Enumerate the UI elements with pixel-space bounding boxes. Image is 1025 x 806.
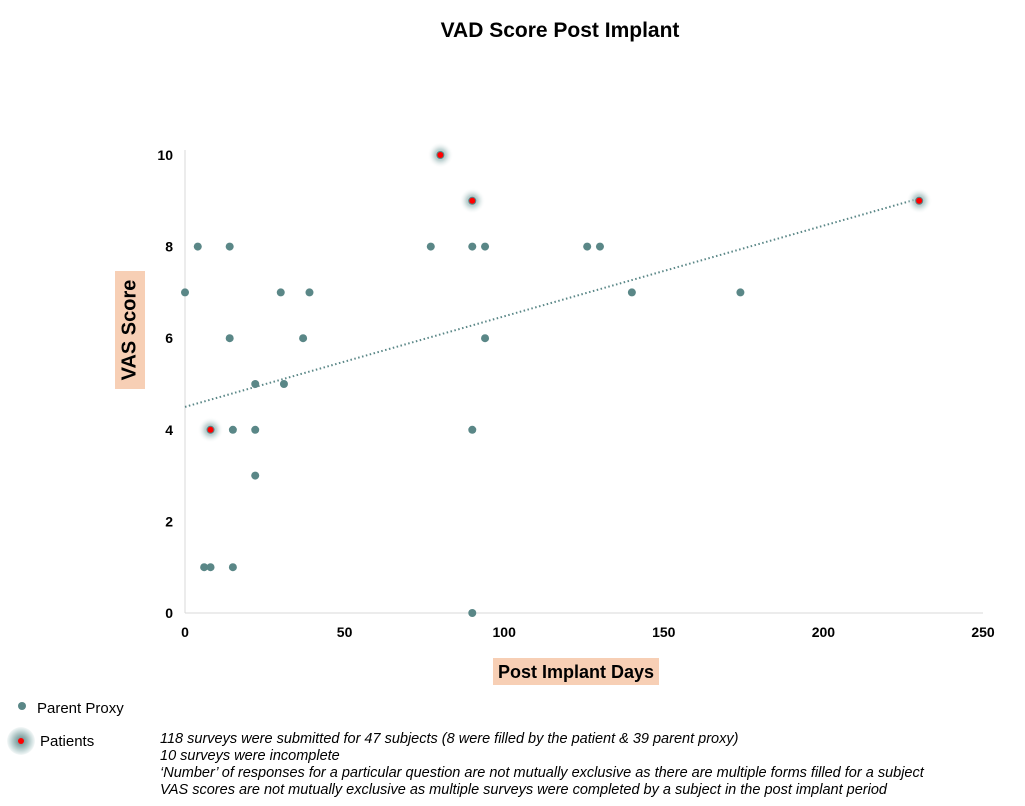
x-tick-label: 50 bbox=[337, 624, 353, 640]
data-point-parent-proxy bbox=[279, 380, 288, 388]
footnote: 118 surveys were submitted for 47 subjec… bbox=[160, 731, 739, 747]
data-point-parent-proxy bbox=[225, 334, 234, 343]
x-tick-label: 250 bbox=[971, 624, 995, 640]
footnotes: 118 surveys were submitted for 47 subjec… bbox=[160, 731, 924, 799]
data-point-parent-proxy bbox=[468, 609, 477, 617]
series-patients bbox=[197, 142, 933, 443]
data-point-patient bbox=[906, 187, 933, 214]
footnote: VAS scores are not mutually exclusive as… bbox=[160, 782, 887, 798]
y-tick-label: 8 bbox=[165, 239, 173, 255]
data-point-parent-proxy bbox=[426, 242, 435, 251]
data-point-parent-proxy bbox=[481, 334, 490, 343]
y-tick-label: 2 bbox=[165, 513, 173, 529]
data-point-parent-proxy bbox=[251, 471, 260, 480]
footnote: 10 surveys were incomplete bbox=[160, 748, 340, 764]
patient-marker-icon bbox=[18, 738, 24, 744]
x-tick-label: 200 bbox=[812, 624, 836, 640]
y-tick-label: 6 bbox=[165, 330, 173, 346]
y-tick-label: 4 bbox=[165, 422, 173, 438]
x-tick-label: 100 bbox=[493, 624, 517, 640]
y-axis-label: VAS Score bbox=[118, 279, 141, 381]
data-point-parent-proxy bbox=[181, 288, 189, 297]
data-point-parent-proxy bbox=[305, 288, 314, 297]
data-point-parent-proxy bbox=[468, 242, 477, 251]
data-point-parent-proxy bbox=[193, 242, 202, 251]
data-point-parent-proxy bbox=[276, 288, 285, 297]
data-point-parent-proxy bbox=[228, 425, 237, 434]
patient-dot bbox=[469, 197, 476, 204]
data-point-parent-proxy bbox=[225, 242, 234, 251]
data-point-parent-proxy bbox=[468, 425, 477, 434]
chart-title: VAD Score Post Implant bbox=[440, 19, 680, 42]
legend-label: Patients bbox=[40, 733, 95, 750]
y-tick-labels: 0 2 4 6 8 10 bbox=[157, 147, 173, 621]
data-point-parent-proxy bbox=[583, 242, 592, 251]
x-axis-label: Post Implant Days bbox=[493, 658, 660, 685]
legend-label: Parent Proxy bbox=[37, 700, 124, 717]
data-point-parent-proxy bbox=[200, 563, 209, 572]
data-point-patient bbox=[427, 142, 454, 168]
patient-dot bbox=[207, 426, 214, 433]
x-tick-labels: 0 50 100 150 200 250 bbox=[181, 624, 995, 640]
parent-proxy-marker-icon bbox=[18, 702, 26, 710]
data-point-parent-proxy bbox=[299, 334, 308, 343]
patient-dot bbox=[916, 197, 923, 204]
y-axis-label-box: VAS Score bbox=[115, 271, 145, 389]
data-point-parent-proxy bbox=[595, 242, 604, 251]
footnote: ‘Number’ of responses for a particular q… bbox=[160, 765, 924, 781]
data-point-parent-proxy bbox=[251, 380, 260, 388]
data-point-parent-proxy bbox=[228, 563, 237, 572]
data-point-parent-proxy bbox=[251, 425, 260, 434]
trendline bbox=[184, 197, 920, 408]
patient-dot bbox=[437, 152, 444, 158]
data-point-parent-proxy bbox=[627, 288, 636, 297]
data-point-patient bbox=[459, 187, 486, 214]
x-tick-label: 150 bbox=[652, 624, 676, 640]
x-tick-label: 0 bbox=[181, 624, 189, 640]
y-tick-label: 10 bbox=[157, 147, 173, 163]
series-parent-proxy bbox=[181, 242, 745, 617]
data-point-parent-proxy bbox=[206, 563, 215, 572]
y-tick-label: 0 bbox=[165, 605, 173, 621]
data-point-parent-proxy bbox=[736, 288, 745, 297]
data-point-parent-proxy bbox=[481, 242, 490, 251]
data-point-patient bbox=[197, 416, 224, 443]
